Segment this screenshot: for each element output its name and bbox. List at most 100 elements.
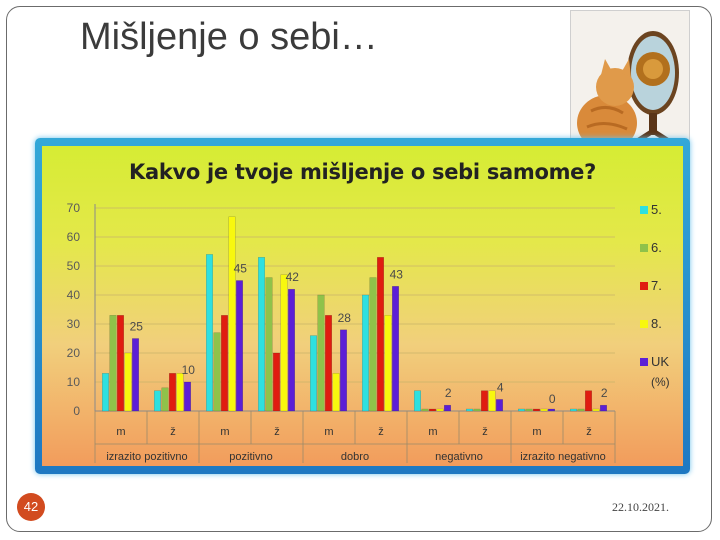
bar: [525, 408, 533, 412]
legend-swatch: [640, 282, 648, 290]
data-label: 4: [497, 380, 504, 394]
y-tick-label: 0: [73, 404, 80, 418]
bar: [473, 408, 481, 412]
bar: [109, 315, 117, 412]
legend-label: 5.: [651, 202, 662, 217]
bar: [102, 373, 109, 412]
legend-swatch: [640, 358, 648, 366]
bar: [221, 315, 228, 412]
bar: [117, 315, 124, 412]
bar: [280, 274, 288, 412]
bar: [236, 280, 243, 412]
bar: [533, 408, 540, 412]
bar: [384, 315, 392, 412]
bar: [414, 390, 421, 412]
bar: [184, 381, 191, 412]
data-label: 45: [234, 262, 248, 276]
data-label: 25: [130, 320, 144, 334]
x-group-label: dobro: [341, 451, 369, 463]
chart-title: Kakvo je tvoje mišljenje o sebi samome?: [128, 160, 597, 184]
bar: [600, 404, 607, 412]
bar: [213, 332, 221, 412]
bar: [429, 408, 436, 412]
legend-note: (%): [651, 375, 670, 389]
data-label: 2: [445, 386, 452, 400]
x-tick-label: m: [220, 426, 229, 438]
x-tick-label: m: [532, 426, 541, 438]
bar: [592, 408, 600, 412]
bar: [369, 277, 377, 412]
slide-title: Mišljenje o sebi…: [80, 16, 378, 58]
bar: [325, 315, 332, 412]
legend-swatch: [640, 206, 648, 214]
slide-number-badge: 42: [17, 493, 45, 521]
bar: [340, 329, 347, 412]
slide-frame: [6, 6, 712, 532]
bar: [228, 216, 236, 412]
y-tick-label: 30: [67, 317, 81, 331]
legend-label: 8.: [651, 316, 662, 331]
bar: [577, 408, 585, 412]
x-tick-label: m: [428, 426, 437, 438]
bar: [540, 408, 548, 412]
x-tick-label: m: [324, 426, 333, 438]
bar: [176, 373, 184, 412]
bar: [377, 257, 384, 412]
bar: [206, 254, 213, 412]
bar: [310, 335, 317, 412]
legend-label: 7.: [651, 278, 662, 293]
bar: [496, 399, 503, 412]
y-tick-label: 50: [67, 259, 81, 273]
y-tick-label: 40: [67, 288, 81, 302]
x-group-label: pozitivno: [229, 451, 272, 463]
data-label: 43: [390, 267, 404, 281]
bar: [161, 387, 169, 412]
bar: [548, 408, 555, 412]
bar: [265, 277, 273, 412]
data-label: 0: [549, 392, 556, 406]
bar: [518, 408, 525, 412]
x-tick-label: ž: [482, 426, 488, 438]
legend-swatch: [640, 320, 648, 328]
x-tick-label: ž: [170, 426, 176, 438]
bar: [570, 408, 577, 412]
x-tick-label: m: [116, 426, 125, 438]
x-group-label: izrazito pozitivno: [106, 451, 187, 463]
y-tick-label: 70: [67, 201, 81, 215]
bar: [436, 408, 444, 412]
data-label: 2: [601, 386, 608, 400]
kitten-mirror-illustration: [571, 11, 689, 157]
slide-date: 22.10.2021.: [612, 500, 669, 514]
x-tick-label: ž: [586, 426, 592, 438]
bar: [481, 390, 488, 412]
bar: [124, 352, 132, 412]
bar: [362, 294, 369, 412]
bar: [169, 373, 176, 412]
bar: [444, 404, 451, 412]
data-label: 42: [286, 270, 300, 284]
y-tick-label: 60: [67, 230, 81, 244]
legend-label: UK: [651, 354, 669, 369]
bar: [273, 352, 280, 412]
y-tick-label: 20: [67, 346, 81, 360]
bar: [585, 390, 592, 412]
bar: [288, 288, 295, 412]
x-group-label: negativno: [435, 451, 483, 463]
data-label: 10: [182, 363, 196, 377]
bar: [421, 408, 429, 412]
y-tick-label: 10: [67, 375, 81, 389]
data-label: 28: [338, 311, 352, 325]
legend-label: 6.: [651, 240, 662, 255]
x-tick-label: ž: [378, 426, 384, 438]
bar: [466, 408, 473, 412]
x-tick-label: ž: [274, 426, 280, 438]
bar: [154, 390, 161, 412]
bar: [132, 338, 139, 412]
legend-swatch: [640, 244, 648, 252]
x-group-label: izrazito negativno: [520, 451, 606, 463]
bar: [258, 257, 265, 412]
bar: [392, 286, 399, 412]
bar: [317, 294, 325, 412]
bar: [332, 373, 340, 412]
